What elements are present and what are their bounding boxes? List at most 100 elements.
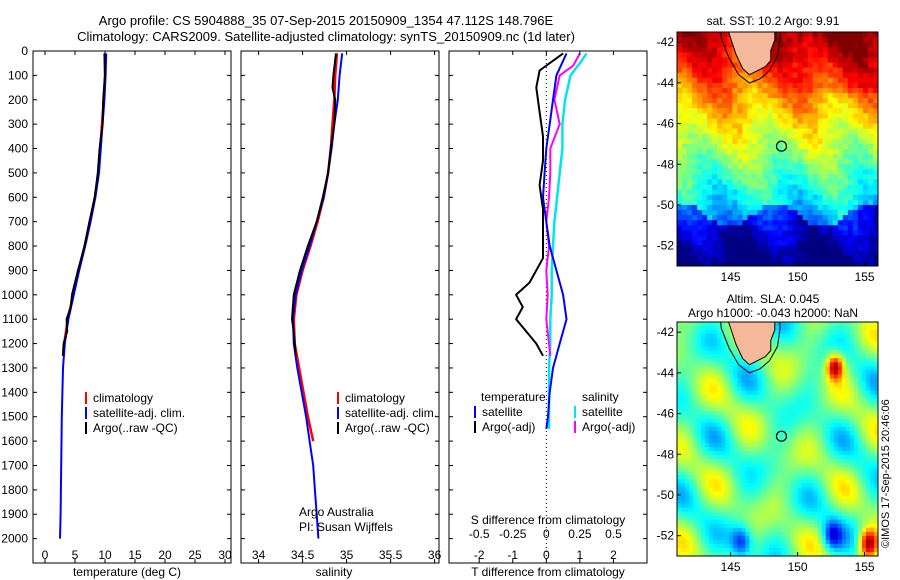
sla-cell [801, 406, 807, 412]
sst-cell [802, 108, 809, 114]
sla-cell [853, 479, 859, 484]
sla-cell [681, 426, 686, 432]
sla-cell [841, 523, 847, 529]
sla-cell [737, 463, 742, 468]
sla-cell [681, 463, 686, 468]
difference-xlabel: T difference from climatology [471, 565, 625, 579]
sla-cell [789, 467, 794, 472]
sla-cell [829, 374, 835, 379]
sla-cell [801, 338, 807, 343]
sst-cell [732, 210, 738, 216]
sla-cell [689, 447, 694, 452]
sst-cell [687, 174, 693, 180]
sla-cell [837, 402, 843, 408]
sst-cell [767, 179, 773, 186]
sla-cell [797, 390, 803, 396]
sla-cell [717, 507, 722, 513]
sst-cell [682, 42, 688, 48]
sla-cell [741, 471, 746, 476]
sla-cell [845, 338, 851, 343]
sla-cell [689, 515, 694, 521]
sla-cell [705, 418, 710, 424]
sla-cell [765, 447, 770, 452]
sla-cell [817, 390, 823, 396]
top-tick-label: -0.25 [499, 527, 527, 541]
sst-cell [682, 260, 688, 266]
sla-cell [689, 382, 694, 387]
sst-cell [737, 210, 743, 216]
sla-cell [825, 467, 831, 472]
sst-cell [797, 250, 804, 257]
sla-cell [701, 358, 706, 363]
sst-cell [837, 184, 844, 191]
sst-cell [782, 42, 788, 48]
sla-cell [837, 430, 843, 436]
sst-cell [767, 118, 773, 124]
sla-cell [721, 483, 726, 488]
sla-cell [845, 451, 851, 456]
sla-cell [821, 342, 827, 347]
sla-cell [741, 535, 746, 541]
sla-cell [769, 406, 774, 412]
legend-s-argo: Argo(-adj) [582, 420, 635, 434]
sla-cell [853, 414, 859, 420]
sst-cell [742, 169, 748, 175]
sst-cell [807, 159, 814, 165]
sla-cell [801, 547, 807, 553]
sst-cell [752, 194, 758, 201]
sla-cell [685, 523, 690, 529]
sla-cell [681, 334, 686, 339]
sla-cell [697, 398, 702, 404]
sla-cell [801, 507, 807, 513]
sst-cell [772, 215, 778, 221]
sla-cell [685, 439, 690, 444]
sla-cell [833, 330, 839, 335]
sla-cell [813, 362, 819, 367]
sla-cell [817, 422, 823, 428]
sst-cell [742, 113, 748, 119]
sst-cell [867, 123, 874, 130]
sla-cell [781, 370, 786, 375]
sla-cell [721, 350, 726, 355]
sla-cell [717, 495, 722, 500]
sla-cell [689, 491, 694, 496]
sst-cell [817, 260, 824, 266]
sst-cell [817, 67, 824, 74]
sst-cell [727, 230, 733, 236]
sla-cell [865, 366, 871, 371]
sla-cell [841, 346, 847, 351]
sla-cell [789, 475, 794, 480]
sla-cell [849, 499, 855, 504]
sla-cell [821, 511, 827, 517]
sla-cell [825, 346, 831, 351]
sla-cell [841, 370, 847, 375]
sla-cell [829, 390, 835, 396]
sst-cell [792, 169, 799, 175]
sla-cell [825, 358, 831, 363]
sst-cell [852, 220, 859, 226]
sla-cell [845, 455, 851, 460]
sla-cell [757, 434, 762, 440]
sst-cell [812, 169, 819, 175]
sla-cell [841, 426, 847, 432]
sst-cell [827, 260, 834, 266]
legend-satellite: satellite-adj. clim. [345, 406, 437, 420]
sla-cell [801, 422, 807, 428]
sla-cell [861, 535, 867, 541]
sla-cell [777, 491, 782, 496]
sla-cell [849, 439, 855, 444]
sla-cell [821, 330, 827, 335]
sla-cell [817, 499, 823, 504]
sst-cell [752, 118, 758, 124]
sst-cell [757, 174, 763, 180]
sst-cell [712, 230, 718, 236]
sst-cell [737, 169, 743, 175]
sla-cell [845, 390, 851, 396]
sla-cell [721, 463, 726, 468]
sla-cell [701, 334, 706, 339]
sst-cell [737, 143, 743, 150]
sst-cell [717, 235, 723, 241]
sla-cell [745, 483, 750, 488]
sst-cell [777, 240, 783, 247]
sla-cell [785, 455, 790, 460]
